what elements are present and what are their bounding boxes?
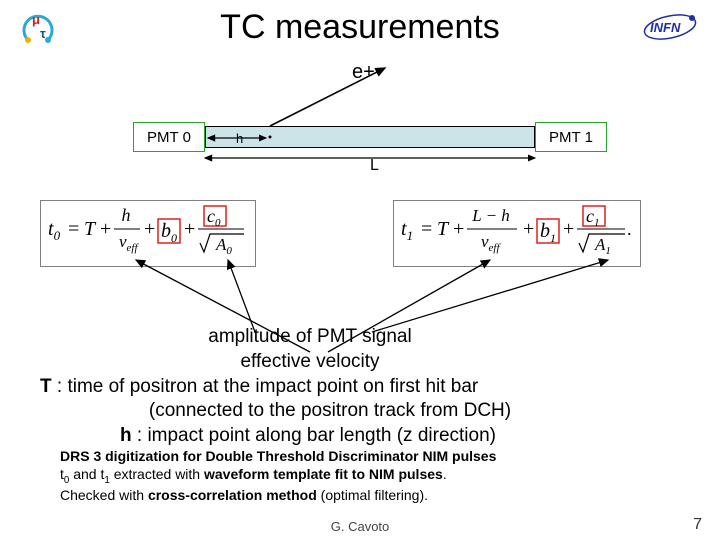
equation-t0: t0 = T + h veff + b0 + c0	[40, 200, 256, 267]
svg-text:+: +	[563, 218, 574, 240]
svg-text:=: =	[68, 218, 79, 240]
svg-text:t0: t0	[48, 218, 61, 243]
equations-region: t0 = T + h veff + b0 + c0	[0, 200, 720, 275]
page-number: 7	[693, 516, 702, 534]
slide-title: TC measurements	[0, 8, 720, 47]
svg-text:T: T	[437, 218, 450, 240]
svg-text:c0: c0	[207, 206, 221, 229]
svg-text:+: +	[184, 218, 195, 240]
svg-text:veff: veff	[481, 232, 501, 254]
svg-text:t1: t1	[401, 218, 413, 243]
svg-text:A1: A1	[594, 235, 611, 257]
svg-text:+: +	[100, 218, 111, 240]
eplus-label: e+	[352, 61, 375, 84]
h-label: h	[236, 131, 243, 146]
pmt1-box: PMT 1	[535, 122, 607, 152]
svg-text:veff: veff	[119, 232, 139, 254]
pmt0-box: PMT 0	[133, 122, 205, 152]
explanation-text: amplitude of PMT signal effective veloci…	[100, 325, 660, 449]
scintillator-bar	[205, 126, 535, 148]
equation-t1: t1 = T + L − h veff + b1 + c1	[393, 200, 641, 267]
svg-text:b1: b1	[540, 220, 556, 245]
svg-text:+: +	[523, 218, 534, 240]
svg-text:A0: A0	[215, 235, 232, 257]
svg-text:.: .	[627, 219, 632, 239]
svg-text:=: =	[421, 218, 432, 240]
svg-text:b0: b0	[161, 220, 177, 245]
l-label: L	[370, 157, 379, 175]
svg-text:h: h	[122, 205, 131, 225]
svg-text:+: +	[453, 218, 464, 240]
svg-text:+: +	[144, 218, 155, 240]
svg-text:T: T	[84, 218, 97, 240]
footer-author: G. Cavoto	[0, 519, 720, 534]
drs-text: DRS 3 digitization for Double Threshold …	[60, 448, 670, 504]
svg-text:L − h: L − h	[471, 206, 510, 225]
diagram: e+ PMT 0 PMT 1 h L	[0, 58, 720, 188]
svg-text:c1: c1	[586, 206, 600, 229]
